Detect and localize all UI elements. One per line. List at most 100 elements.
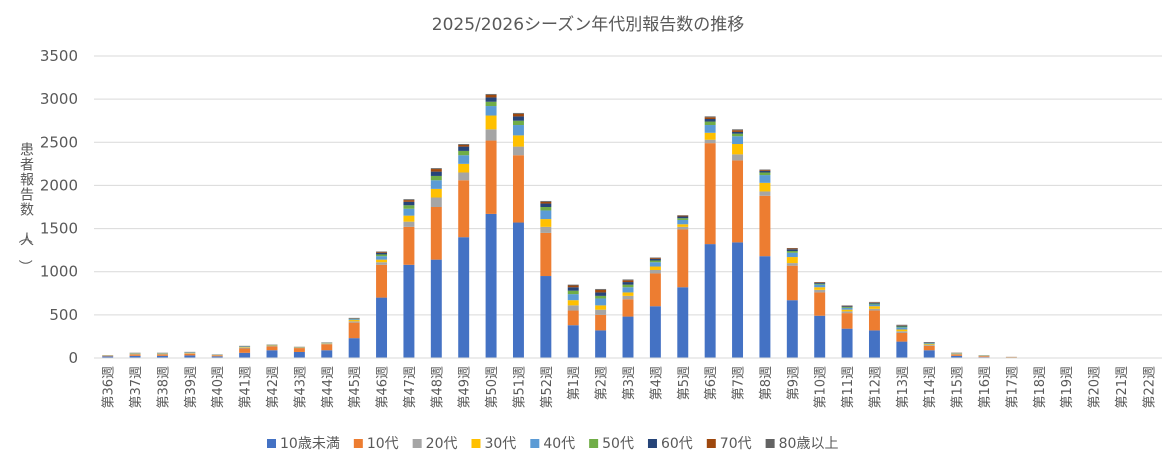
bar-segment xyxy=(512,113,524,117)
bar-segment xyxy=(348,338,360,358)
bar-segment xyxy=(430,188,442,198)
x-tick-label: 第6週 xyxy=(704,366,719,400)
bar-segment xyxy=(348,322,360,339)
bar-segment xyxy=(978,356,990,358)
bar-segment xyxy=(868,330,880,358)
x-tick-label: 第11週 xyxy=(841,366,856,409)
bar-segment xyxy=(677,226,689,230)
legend-swatch xyxy=(471,439,481,448)
bar-segment xyxy=(704,143,716,245)
bar-segment xyxy=(732,133,744,137)
x-tick-label: 第3週 xyxy=(622,366,637,400)
bar-segment xyxy=(512,125,524,136)
bar-segment xyxy=(540,200,552,202)
bar-segment xyxy=(403,226,415,265)
x-tick-label: 第52週 xyxy=(540,366,555,409)
bar-segment xyxy=(649,262,661,267)
bar-segment xyxy=(759,170,771,173)
bar-segment xyxy=(266,346,278,351)
bar-segment xyxy=(677,287,689,358)
bar-segment xyxy=(622,316,634,358)
bar-segment xyxy=(540,203,552,207)
y-tick-label: 0 xyxy=(68,349,78,367)
bar-segment xyxy=(814,287,826,290)
bar-segment xyxy=(567,287,579,291)
bar-segment xyxy=(540,226,552,233)
bar-segment xyxy=(622,280,634,283)
bar-segment xyxy=(595,309,607,315)
bar-segment xyxy=(759,256,771,358)
x-tick-label: 第8週 xyxy=(759,366,774,400)
bar-segment xyxy=(841,311,853,314)
bar-segment xyxy=(376,264,388,298)
bar-segment xyxy=(485,93,497,95)
bar-segment xyxy=(321,344,333,351)
bar-segment xyxy=(704,132,716,140)
bar-segment xyxy=(458,146,470,151)
bar-segment xyxy=(896,332,908,342)
bar-segment xyxy=(786,263,798,266)
bar-segment xyxy=(814,284,826,288)
bar-segment xyxy=(732,242,744,358)
bar-segment xyxy=(129,354,141,356)
x-tick-label: 第43週 xyxy=(293,366,308,409)
y-tick-labels: 0 500 1000 1500 2000 2500 3000 3500 xyxy=(40,47,78,367)
bar-segment xyxy=(512,112,524,114)
bar-segment xyxy=(430,207,442,260)
bar-segment xyxy=(293,348,305,352)
bar-segment xyxy=(649,273,661,307)
bar-segment xyxy=(704,116,716,118)
y-axis-label: 患者報告数（人） xyxy=(16,143,34,274)
bar-segment xyxy=(512,222,524,358)
x-tick-label: 第46週 xyxy=(376,366,391,409)
bar-segment xyxy=(704,139,716,144)
bar-segment xyxy=(403,264,415,358)
bar-segment xyxy=(485,101,497,107)
bar-segment xyxy=(622,295,634,300)
gridlines xyxy=(94,55,1162,316)
bar-segment xyxy=(376,259,388,263)
bar-segment xyxy=(786,257,798,264)
bar-segment xyxy=(732,130,744,132)
bar-segment xyxy=(567,325,579,358)
x-tick-label: 第1週 xyxy=(567,366,582,400)
x-tick-label: 第14週 xyxy=(923,366,938,409)
bar-segment xyxy=(485,140,497,214)
x-tick-label: 第5週 xyxy=(677,366,692,400)
bar-segment xyxy=(485,213,497,358)
bar-segment xyxy=(677,219,689,225)
x-tick-label: 第16週 xyxy=(978,366,993,409)
bar-segment xyxy=(485,94,497,98)
bar-segment xyxy=(622,282,634,285)
x-tick-label: 第42週 xyxy=(266,366,281,409)
bar-segment xyxy=(184,353,196,356)
bar-segment xyxy=(595,289,607,293)
bar-segment xyxy=(622,284,634,288)
y-axis-label-text: 患者報告数（人） xyxy=(16,143,34,274)
bar-segment xyxy=(239,347,251,349)
bar-segment xyxy=(376,251,388,253)
bar-segment xyxy=(403,199,415,201)
bar-segment xyxy=(376,252,388,255)
bar-segment xyxy=(732,129,744,131)
x-tick-label: 第4週 xyxy=(649,366,664,400)
legend-swatch xyxy=(589,439,599,448)
y-tick-label: 2000 xyxy=(40,176,78,194)
bar-segment xyxy=(677,216,689,219)
legend-label: 10歳未満 xyxy=(280,436,340,452)
x-tick-label: 第10週 xyxy=(814,366,829,409)
bar-segment xyxy=(923,343,935,345)
bar-segment xyxy=(841,307,853,308)
bar-segment xyxy=(540,219,552,227)
bar-segment xyxy=(759,172,771,176)
bar-segment xyxy=(485,106,497,116)
x-tick-label: 第21週 xyxy=(1115,366,1130,409)
bar-segment xyxy=(376,297,388,358)
bar-segment xyxy=(814,283,826,285)
bar-segment xyxy=(540,276,552,358)
bar-segment xyxy=(512,116,524,121)
bar-segment xyxy=(540,201,552,204)
bar-segment xyxy=(951,355,963,358)
x-tick-label: 第36週 xyxy=(102,366,117,409)
x-tick-label: 第45週 xyxy=(348,366,363,409)
